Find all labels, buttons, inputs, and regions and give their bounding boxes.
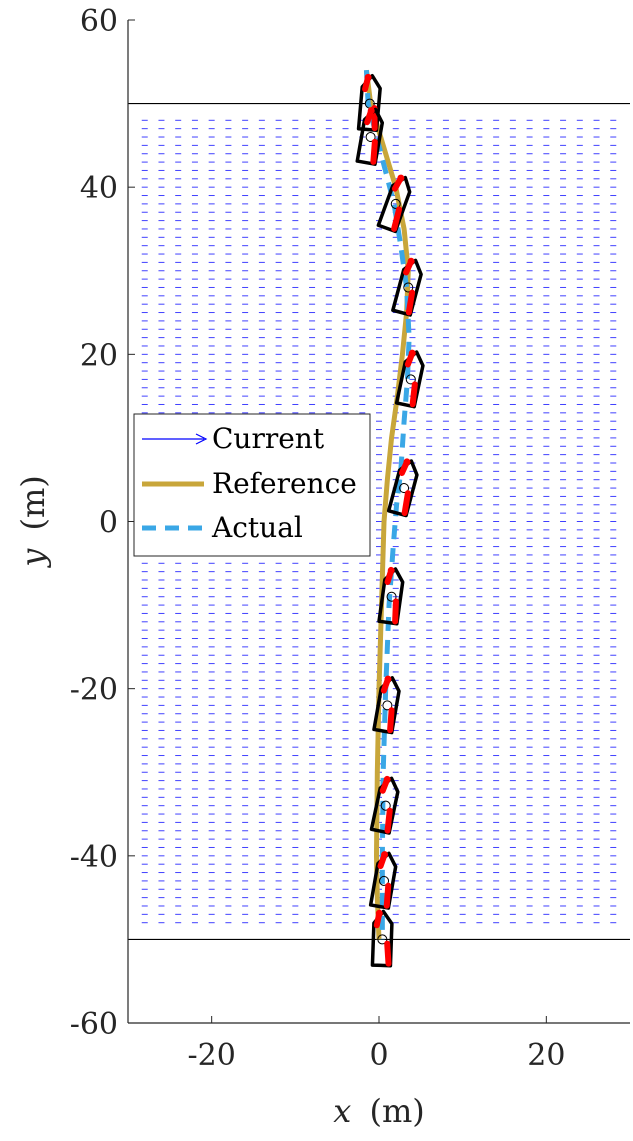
y-tick-label: 40 [80, 171, 118, 206]
y-axis-unit: (m) [14, 475, 52, 530]
thruster-force [383, 882, 392, 909]
legend-label-current: Current [212, 422, 325, 455]
vessel [372, 675, 401, 735]
x-axis-var: x [333, 1092, 351, 1130]
vessel-center-marker [379, 875, 390, 886]
thruster-dot [387, 566, 395, 574]
vessel [368, 851, 398, 910]
series-line-reference [363, 69, 411, 940]
vessel-markers [355, 73, 425, 968]
legend: Current Reference Actual [133, 413, 371, 557]
legend-item-current: Current [142, 422, 325, 455]
thruster-dot [407, 257, 415, 265]
legend-item-actual: Actual [142, 511, 303, 544]
x-tick-label: 20 [527, 1038, 565, 1073]
vessel-center-marker [386, 591, 397, 602]
thruster-dot [403, 458, 411, 466]
vessel-center-marker [380, 800, 391, 811]
thruster-force [409, 381, 418, 408]
y-axis-var: y [14, 548, 52, 569]
legend-arrow-head [195, 433, 208, 445]
thruster-dot [408, 349, 416, 357]
y-tick-label: -60 [70, 1007, 118, 1042]
vessel [391, 257, 423, 317]
y-tick-label: 20 [80, 338, 118, 373]
x-tick-label: -20 [188, 1038, 236, 1073]
tick-labels: -60 -40 -20 0 20 40 60 -20 0 20 [70, 4, 566, 1073]
thruster-force [405, 289, 416, 316]
vessel [386, 458, 419, 518]
legend-label-reference: Reference [212, 467, 357, 500]
vessel-center-marker [399, 483, 410, 494]
thruster-force [384, 807, 393, 834]
y-tick-label: -40 [70, 840, 118, 875]
x-axis-label: x (m) [333, 1092, 425, 1130]
legend-label-actual: Actual [211, 511, 303, 544]
vessel-center-marker [382, 700, 393, 711]
thruster-force [387, 707, 395, 734]
y-tick-label: -20 [70, 673, 118, 708]
thruster-force [370, 138, 378, 165]
thruster-force [391, 206, 403, 232]
vessel [370, 909, 394, 968]
axes [127, 19, 630, 1024]
y-tick-label: 0 [99, 506, 118, 541]
vessel-center-marker [405, 374, 416, 385]
x-axis-unit: (m) [369, 1092, 424, 1130]
vessel [394, 349, 425, 409]
x-tick-label: 0 [369, 1038, 388, 1073]
thruster-dot [384, 675, 392, 683]
vessel [369, 775, 400, 835]
y-axis-label: y (m) [14, 475, 52, 569]
y-tick-label: 60 [80, 4, 118, 39]
vessel-center-marker [403, 282, 414, 293]
vessel [376, 174, 412, 234]
vessel-center-marker [365, 132, 376, 143]
thruster-dot [397, 174, 405, 182]
thruster-dot [381, 851, 389, 859]
legend-item-reference: Reference [142, 467, 357, 500]
vessel-center-marker [390, 198, 401, 209]
vessel-center-marker [377, 934, 388, 945]
thruster-dot [364, 73, 372, 81]
thruster-force [384, 940, 392, 967]
thruster-force [401, 490, 411, 517]
vessel [377, 566, 405, 626]
thruster-force [392, 598, 399, 625]
thruster-dot [383, 775, 391, 783]
vessel [355, 107, 385, 166]
thruster-dot [367, 107, 375, 115]
thruster-dot [375, 909, 383, 917]
